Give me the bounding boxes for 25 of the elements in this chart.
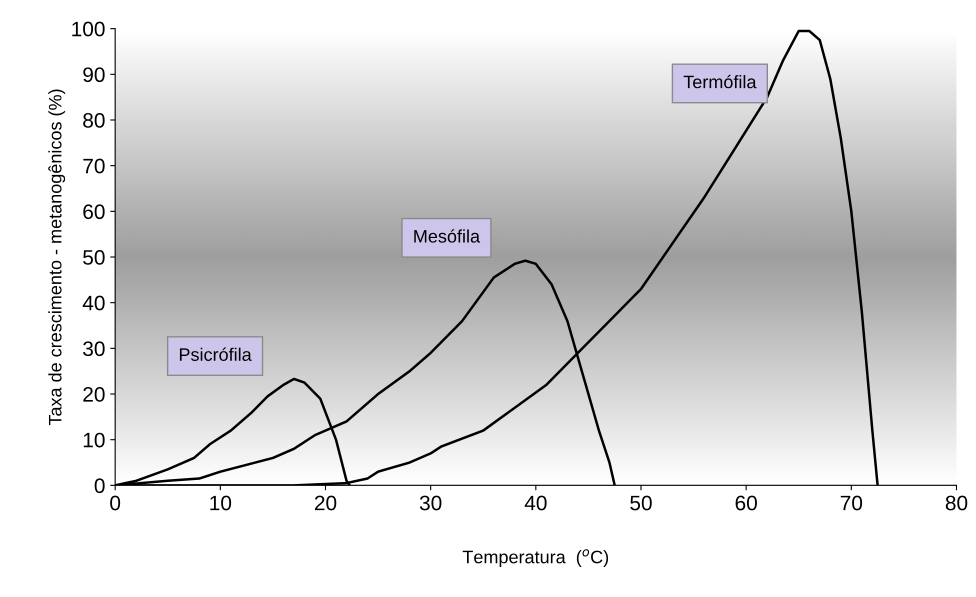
- y-tick-label: 30: [83, 341, 105, 356]
- x-tick-label: 50: [630, 496, 652, 510]
- x-axis-title: Temperatura ($^{o}$C): [462, 549, 608, 567]
- y-tick-label: 10: [84, 432, 105, 448]
- y-tick-label: 70: [83, 158, 105, 174]
- x-tick-label: 10: [210, 496, 232, 510]
- y-axis-title: Taxa de crescimento - metanogênicos (%): [48, 90, 66, 426]
- y-tick-label: 40: [82, 296, 105, 310]
- y-tick-label: 0: [94, 478, 105, 494]
- x-tick-label: 0: [110, 496, 120, 510]
- series-label: Termófila: [684, 74, 756, 88]
- x-tick-label: 60: [736, 496, 757, 510]
- x-tick-label: 30: [420, 496, 442, 510]
- y-tick-label: 80: [83, 113, 105, 128]
- y-tick-label: 60: [83, 204, 105, 220]
- x-tick-label: 80: [946, 496, 968, 510]
- y-tick-label: 90: [83, 67, 105, 82]
- y-tick-label: 50: [83, 250, 105, 265]
- x-tick-label: 40: [524, 496, 547, 510]
- y-tick-label: 100: [72, 22, 105, 36]
- text: Psicrófila: [180, 347, 252, 361]
- y-tick-label: 20: [83, 387, 105, 402]
- text: Mesófila: [414, 229, 480, 243]
- x-tick-label: 20: [314, 496, 336, 510]
- x-tick-label: 70: [840, 496, 862, 510]
